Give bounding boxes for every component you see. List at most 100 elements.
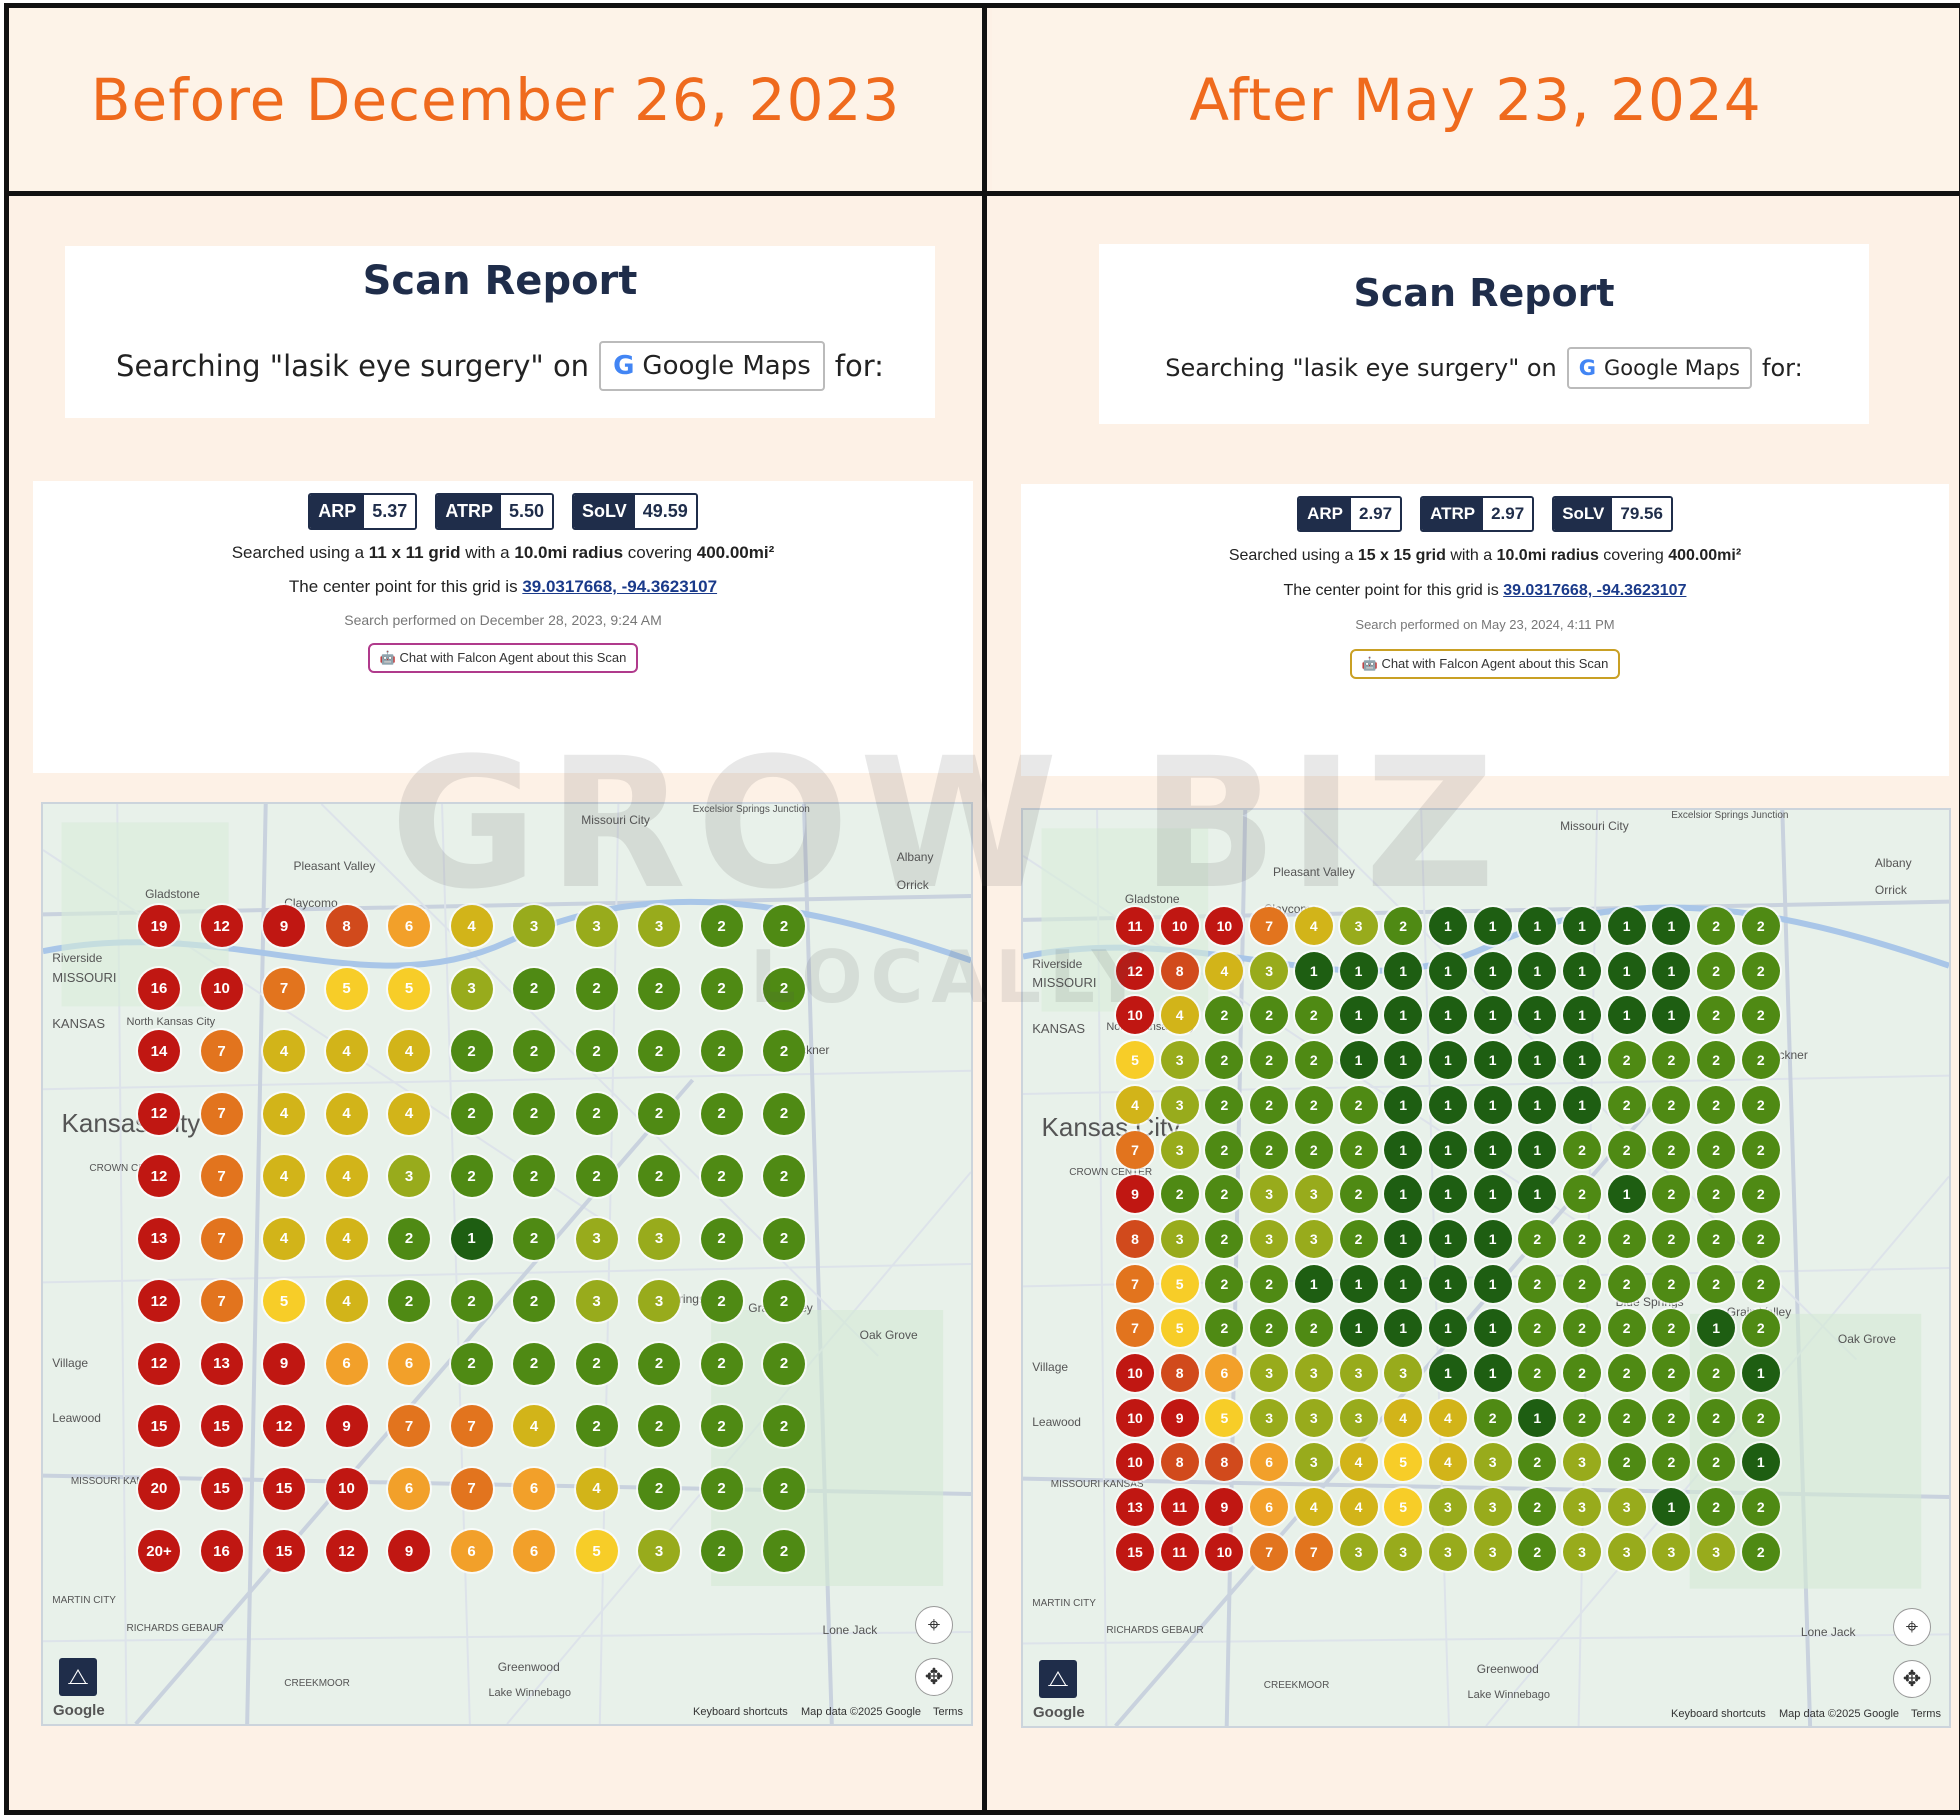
rank-marker[interactable]: 3 (1160, 1041, 1199, 1080)
rank-marker[interactable]: 1 (1518, 1041, 1557, 1080)
rank-marker[interactable]: 1 (1339, 1264, 1378, 1303)
rank-marker[interactable]: 5 (1384, 1443, 1423, 1482)
rank-marker[interactable]: 2 (1563, 1398, 1601, 1437)
rank-marker[interactable]: 2 (1339, 1175, 1378, 1214)
rank-marker[interactable]: 1 (1428, 1354, 1467, 1392)
rank-marker[interactable]: 1 (1518, 996, 1557, 1035)
rank-marker[interactable]: 6 (388, 1467, 430, 1510)
rank-marker[interactable]: 1 (1294, 1264, 1333, 1303)
keyboard-shortcuts-link[interactable]: Keyboard shortcuts (1671, 1708, 1766, 1720)
rank-marker[interactable]: 6 (325, 1342, 368, 1385)
rank-marker[interactable]: 1 (1428, 1085, 1467, 1124)
rank-marker[interactable]: 2 (513, 1030, 555, 1072)
rank-marker[interactable]: 12 (263, 1405, 305, 1447)
rank-marker[interactable]: 3 (1339, 907, 1378, 945)
rank-marker[interactable]: 7 (450, 1467, 493, 1510)
rank-marker[interactable]: 1 (1607, 1175, 1646, 1214)
rank-marker[interactable]: 2 (1563, 1219, 1601, 1258)
rank-marker[interactable]: 10 (1205, 1532, 1244, 1571)
rank-marker[interactable]: 12 (138, 1092, 180, 1135)
rank-marker[interactable]: 2 (1294, 1130, 1333, 1169)
rank-marker[interactable]: 2 (1652, 1041, 1691, 1080)
rank-marker[interactable]: 2 (1741, 951, 1780, 990)
rank-marker[interactable]: 1 (1473, 1309, 1512, 1348)
rank-marker[interactable]: 2 (1741, 1488, 1780, 1527)
rank-marker[interactable]: 2 (1697, 1398, 1736, 1437)
rank-marker[interactable]: 2 (1697, 907, 1736, 945)
rank-marker[interactable]: 2 (763, 1467, 805, 1510)
rank-marker[interactable]: 3 (1160, 1219, 1199, 1258)
rank-marker[interactable]: 7 (200, 1217, 243, 1260)
rank-marker[interactable]: 2 (1250, 996, 1289, 1035)
rank-marker[interactable]: 5 (1160, 1264, 1199, 1303)
rank-marker[interactable]: 2 (763, 905, 805, 947)
rank-marker[interactable]: 15 (1116, 1532, 1154, 1571)
rank-marker[interactable]: 6 (513, 1530, 555, 1572)
rank-marker[interactable]: 10 (1116, 996, 1154, 1035)
rank-marker[interactable]: 2 (638, 1405, 680, 1447)
rank-marker[interactable]: 2 (1697, 1085, 1736, 1124)
rank-marker[interactable]: 2 (700, 1092, 743, 1135)
rank-marker[interactable]: 2 (1741, 1175, 1780, 1214)
rank-marker[interactable]: 2 (513, 1092, 555, 1135)
rank-marker[interactable]: 1 (1518, 1130, 1557, 1169)
rank-marker[interactable]: 1 (1428, 1175, 1467, 1214)
rank-marker[interactable]: 2 (638, 1467, 680, 1510)
rank-marker[interactable]: 2 (1652, 1398, 1691, 1437)
rank-marker[interactable]: 4 (1205, 951, 1244, 990)
terms-link[interactable]: Terms (933, 1706, 963, 1718)
rank-marker[interactable]: 2 (575, 1030, 618, 1072)
rank-marker[interactable]: 7 (263, 967, 305, 1010)
rank-marker[interactable]: 1 (1339, 951, 1378, 990)
rank-marker[interactable]: 9 (1116, 1175, 1154, 1214)
rank-marker[interactable]: 2 (700, 1155, 743, 1197)
rank-marker[interactable]: 3 (1339, 1354, 1378, 1392)
rank-marker[interactable]: 2 (575, 1342, 618, 1385)
rank-marker[interactable]: 1 (1473, 1264, 1512, 1303)
rank-marker[interactable]: 2 (450, 1280, 493, 1322)
rank-marker[interactable]: 1 (1428, 1041, 1467, 1080)
rank-marker[interactable]: 2 (1652, 1219, 1691, 1258)
rank-marker[interactable]: 8 (1160, 1354, 1199, 1392)
rank-marker[interactable]: 9 (388, 1530, 430, 1572)
rank-marker[interactable]: 2 (1607, 1398, 1646, 1437)
rank-marker[interactable]: 13 (200, 1342, 243, 1385)
rank-marker[interactable]: 16 (138, 967, 180, 1010)
rank-marker[interactable]: 1 (1428, 1264, 1467, 1303)
rank-marker[interactable]: 4 (1339, 1488, 1378, 1527)
rank-marker[interactable]: 2 (1294, 1309, 1333, 1348)
rank-marker[interactable]: 1 (1384, 1309, 1423, 1348)
rank-marker[interactable]: 1 (1339, 1309, 1378, 1348)
rank-marker[interactable]: 4 (263, 1030, 305, 1072)
rank-marker[interactable]: 3 (1250, 1398, 1289, 1437)
center-point-link[interactable]: 39.0317668, -94.3623107 (522, 577, 718, 596)
rank-marker[interactable]: 2 (1563, 1130, 1601, 1169)
rank-marker[interactable]: 2 (1607, 1443, 1646, 1482)
rank-marker[interactable]: 10 (1205, 907, 1244, 945)
rank-marker[interactable]: 1 (1652, 1488, 1691, 1527)
rank-marker[interactable]: 2 (1205, 1264, 1244, 1303)
rank-marker[interactable]: 1 (1384, 1130, 1423, 1169)
rank-marker[interactable]: 6 (513, 1467, 555, 1510)
rank-marker[interactable]: 2 (1607, 1354, 1646, 1392)
rank-marker[interactable]: 2 (700, 1467, 743, 1510)
rank-marker[interactable]: 2 (1652, 1309, 1691, 1348)
rank-marker[interactable]: 3 (1250, 951, 1289, 990)
rank-marker[interactable]: 3 (1250, 1354, 1289, 1392)
rank-marker[interactable]: 1 (1563, 1041, 1601, 1080)
rank-marker[interactable]: 15 (263, 1467, 305, 1510)
rank-marker[interactable]: 3 (1607, 1532, 1646, 1571)
rank-marker[interactable]: 2 (513, 967, 555, 1010)
rank-marker[interactable]: 2 (638, 1030, 680, 1072)
pan-control-icon[interactable]: ✥ (915, 1658, 953, 1696)
rank-marker[interactable]: 4 (325, 1155, 368, 1197)
rank-marker[interactable]: 12 (1116, 951, 1154, 990)
rank-marker[interactable]: 1 (1339, 996, 1378, 1035)
rank-marker[interactable]: 1 (1607, 907, 1646, 945)
rank-marker[interactable]: 1 (1339, 1041, 1378, 1080)
rank-marker[interactable]: 2 (763, 1530, 805, 1572)
rank-marker[interactable]: 6 (1205, 1354, 1244, 1392)
map-layer-icon[interactable]: ⧍ (1039, 1660, 1077, 1698)
rank-marker[interactable]: 3 (1339, 1532, 1378, 1571)
chat-falcon-agent-button[interactable]: 🤖 Chat with Falcon Agent about this Scan (367, 643, 639, 673)
